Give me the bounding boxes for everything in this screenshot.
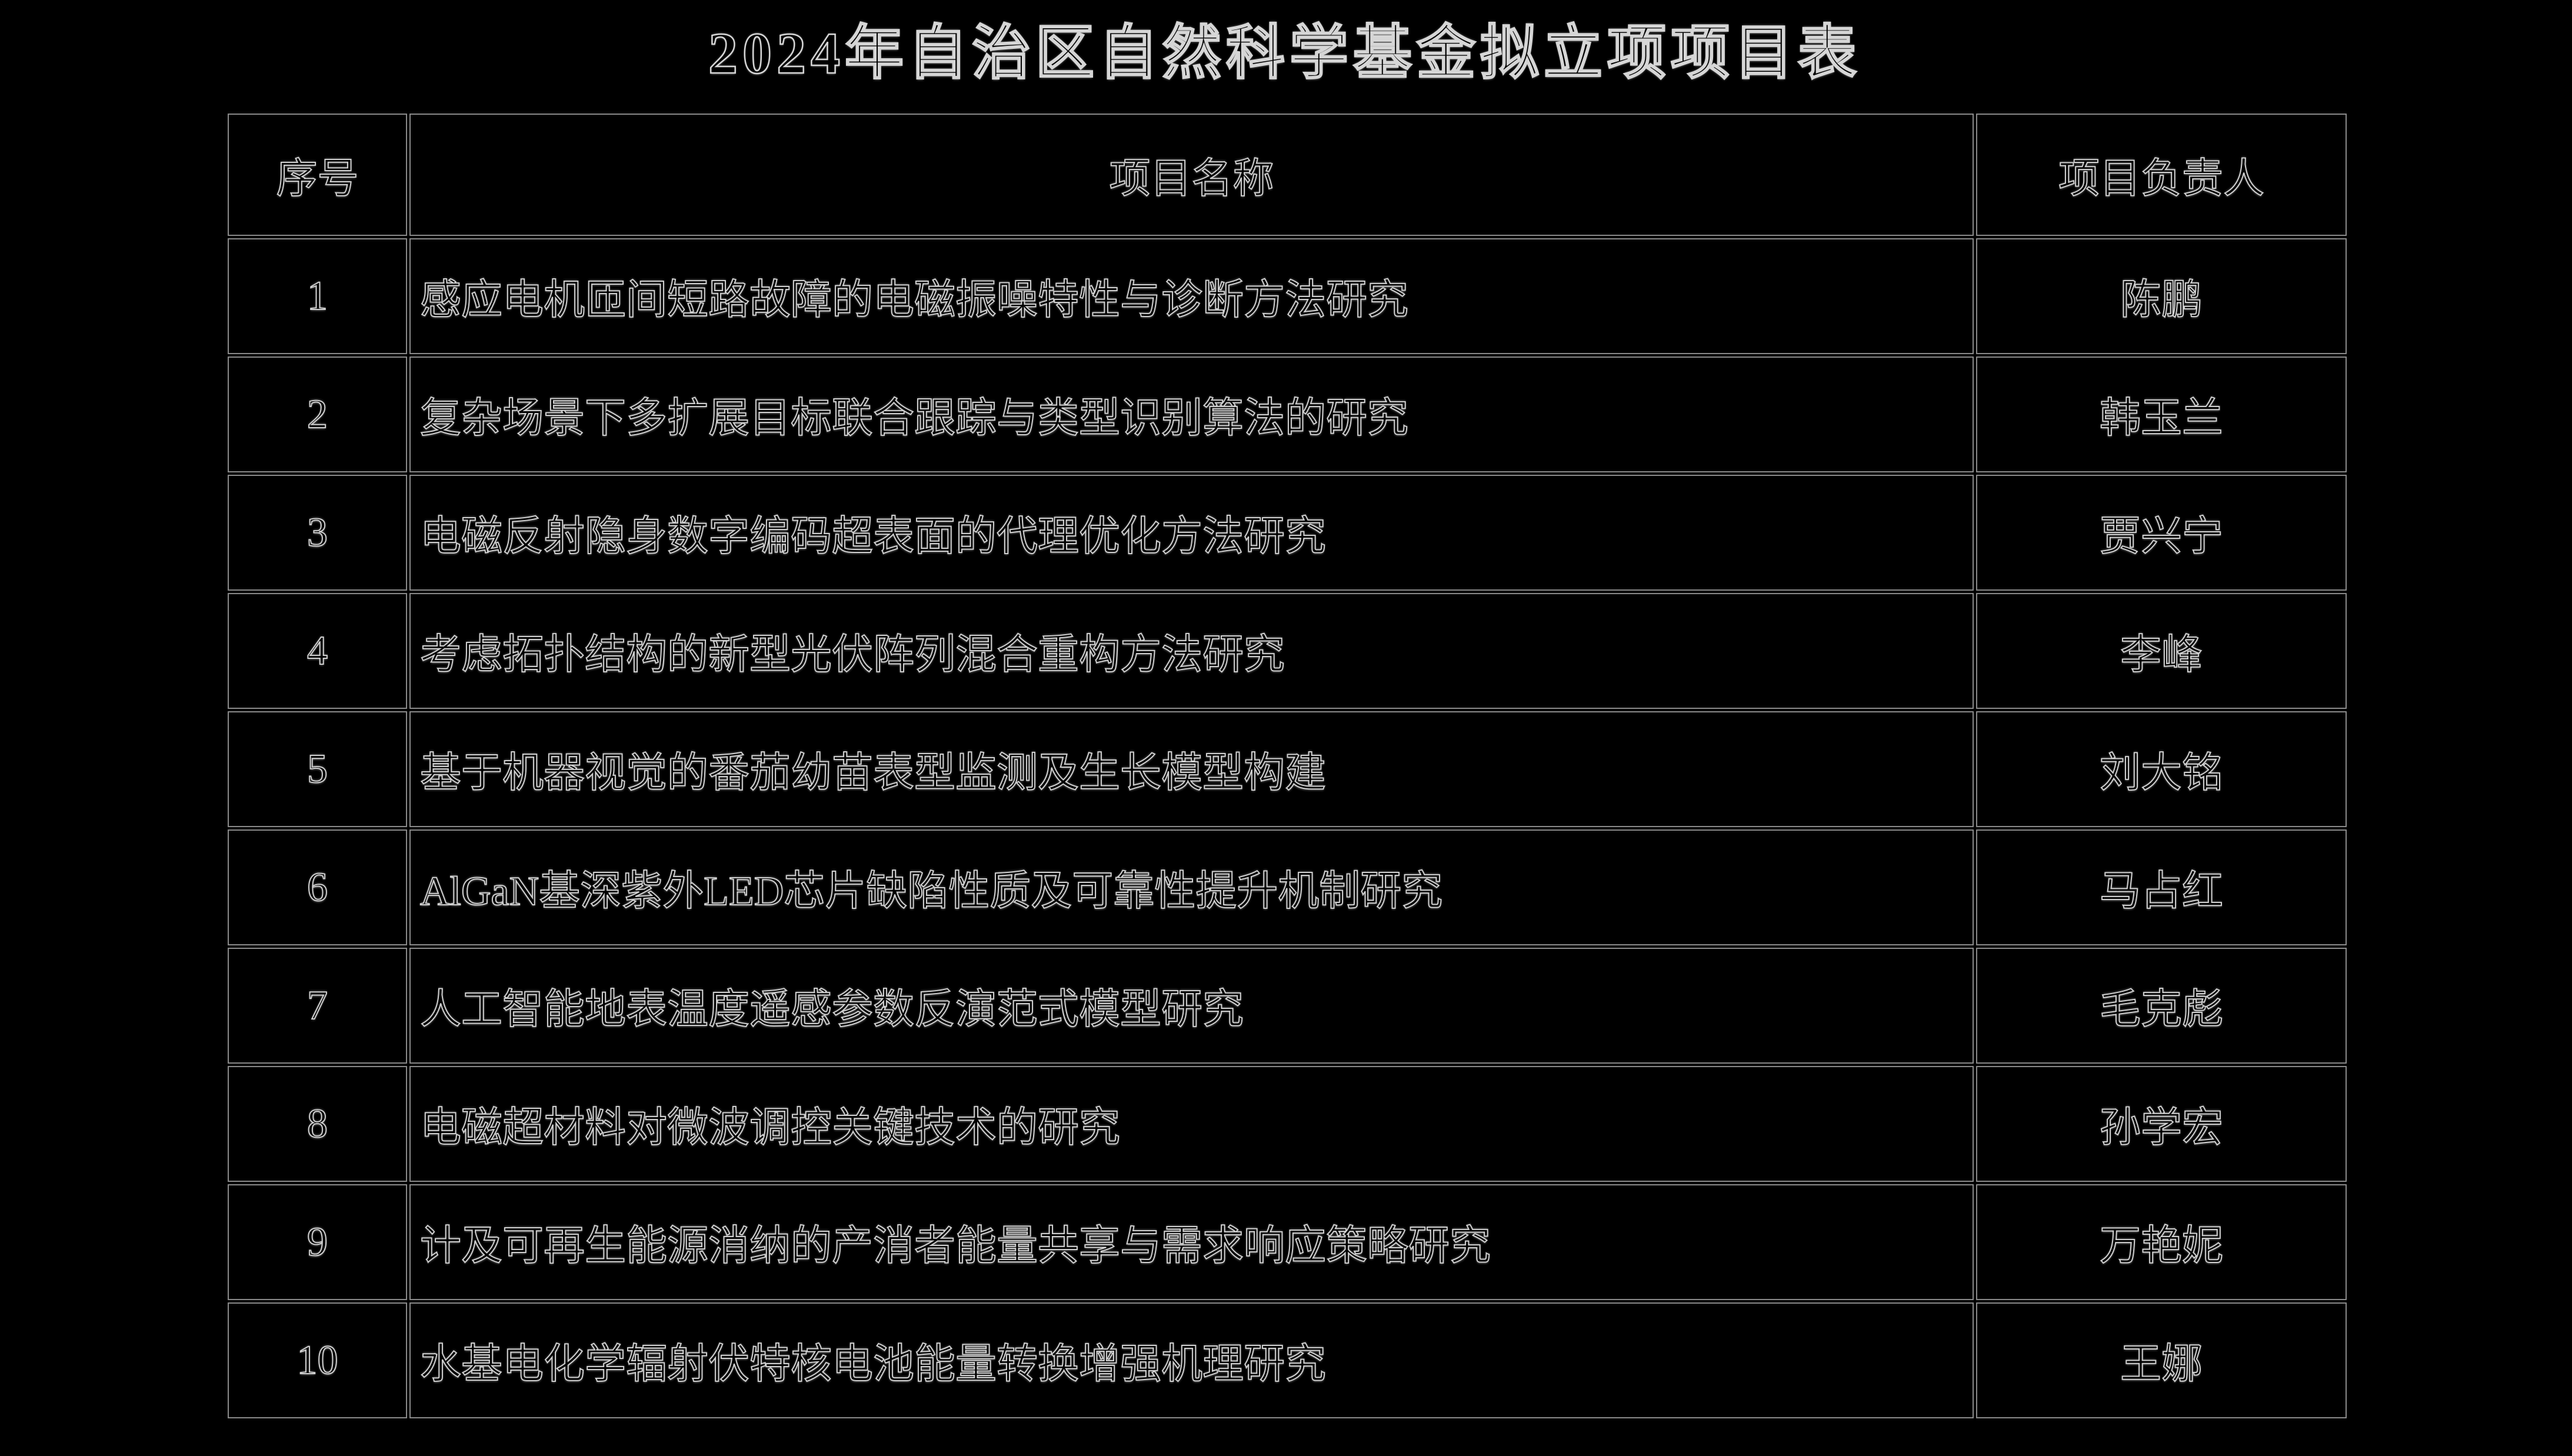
- table-row: 5 基于机器视觉的番茄幼苗表型监测及生长模型构建 刘大铭: [228, 711, 2347, 827]
- table-row: 10 水基电化学辐射伏特核电池能量转换增强机理研究 王娜: [228, 1302, 2347, 1418]
- table-row: 7 人工智能地表温度遥感参数反演范式模型研究 毛克彪: [228, 948, 2347, 1064]
- cell-index: 7: [228, 948, 407, 1064]
- table-row: 3 电磁反射隐身数字编码超表面的代理优化方法研究 贾兴宁: [228, 475, 2347, 591]
- cell-index: 4: [228, 593, 407, 709]
- cell-leader: 孙学宏: [1976, 1066, 2347, 1182]
- cell-project-name: 考虑拓扑结构的新型光伏阵列混合重构方法研究: [409, 593, 1974, 709]
- cell-leader: 韩玉兰: [1976, 356, 2347, 472]
- column-header-project-name: 项目名称: [409, 114, 1974, 236]
- cell-index: 2: [228, 356, 407, 472]
- table-row: 9 计及可再生能源消纳的产消者能量共享与需求响应策略研究 万艳妮: [228, 1184, 2347, 1300]
- table-row: 8 电磁超材料对微波调控关键技术的研究 孙学宏: [228, 1066, 2347, 1182]
- table-header: 序号 项目名称 项目负责人: [228, 114, 2347, 236]
- cell-leader: 李峰: [1976, 593, 2347, 709]
- cell-leader: 万艳妮: [1976, 1184, 2347, 1300]
- cell-project-name: 复杂场景下多扩展目标联合跟踪与类型识别算法的研究: [409, 356, 1974, 472]
- cell-index: 5: [228, 711, 407, 827]
- page-title: 2024年自治区自然科学基金拟立项项目表: [708, 20, 1861, 87]
- cell-project-name: 水基电化学辐射伏特核电池能量转换增强机理研究: [409, 1302, 1974, 1418]
- cell-project-name: AlGaN基深紫外LED芯片缺陷性质及可靠性提升机制研究: [409, 829, 1974, 945]
- cell-index: 10: [228, 1302, 407, 1418]
- table-row: 6 AlGaN基深紫外LED芯片缺陷性质及可靠性提升机制研究 马占红: [228, 829, 2347, 945]
- cell-leader: 王娜: [1976, 1302, 2347, 1418]
- table-header-row: 序号 项目名称 项目负责人: [228, 114, 2347, 236]
- cell-project-name: 计及可再生能源消纳的产消者能量共享与需求响应策略研究: [409, 1184, 1974, 1300]
- cell-project-name: 电磁反射隐身数字编码超表面的代理优化方法研究: [409, 475, 1974, 591]
- cell-leader: 陈鹏: [1976, 238, 2347, 354]
- cell-project-name: 感应电机匝间短路故障的电磁振噪特性与诊断方法研究: [409, 238, 1974, 354]
- table-row: 1 感应电机匝间短路故障的电磁振噪特性与诊断方法研究 陈鹏: [228, 238, 2347, 354]
- cell-index: 8: [228, 1066, 407, 1182]
- cell-project-name: 电磁超材料对微波调控关键技术的研究: [409, 1066, 1974, 1182]
- cell-project-name: 人工智能地表温度遥感参数反演范式模型研究: [409, 948, 1974, 1064]
- cell-index: 1: [228, 238, 407, 354]
- column-header-leader: 项目负责人: [1976, 114, 2347, 236]
- table-body: 1 感应电机匝间短路故障的电磁振噪特性与诊断方法研究 陈鹏 2 复杂场景下多扩展目标联合…: [228, 238, 2347, 1418]
- column-header-index: 序号: [228, 114, 407, 236]
- cell-leader: 贾兴宁: [1976, 475, 2347, 591]
- cell-leader: 马占红: [1976, 829, 2347, 945]
- table-row: 2 复杂场景下多扩展目标联合跟踪与类型识别算法的研究 韩玉兰: [228, 356, 2347, 472]
- cell-index: 6: [228, 829, 407, 945]
- cell-index: 9: [228, 1184, 407, 1300]
- projects-table: 序号 项目名称 项目负责人 1 感应电机匝间短路故障的电磁振噪特性与诊断方法研究陈…: [225, 111, 2349, 1421]
- table-row: 4 考虑拓扑结构的新型光伏阵列混合重构方法研究 李峰: [228, 593, 2347, 709]
- cell-leader: 毛克彪: [1976, 948, 2347, 1064]
- cell-project-name: 基于机器视觉的番茄幼苗表型监测及生长模型构建: [409, 711, 1974, 827]
- cell-index: 3: [228, 475, 407, 591]
- cell-leader: 刘大铭: [1976, 711, 2347, 827]
